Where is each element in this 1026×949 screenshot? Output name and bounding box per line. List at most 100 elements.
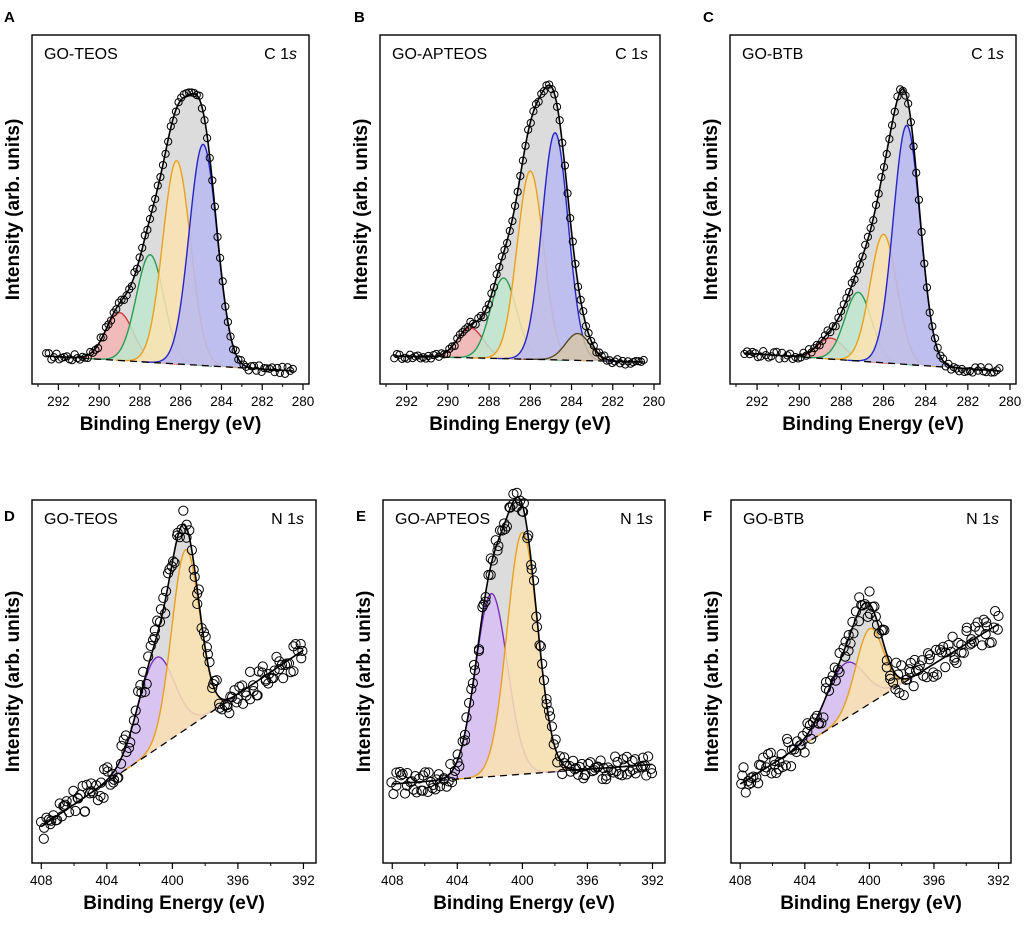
- x-tick-label: 288: [129, 394, 152, 409]
- peak-blue-fill: [847, 125, 966, 369]
- data-point: [610, 751, 621, 762]
- data-point: [953, 637, 964, 649]
- data-point: [207, 682, 218, 693]
- plot-frame: [379, 34, 661, 385]
- data-point: [643, 751, 654, 762]
- data-point: [455, 330, 464, 339]
- data-point: [447, 771, 458, 782]
- x-tick-label: 280: [999, 394, 1022, 409]
- data-point: [102, 766, 113, 777]
- x-axis-label: Binding Energy (eV): [433, 893, 615, 914]
- panel-letter: C: [703, 9, 714, 26]
- data-point: [523, 530, 534, 541]
- envelope-fill: [744, 88, 1000, 371]
- x-tick-label: 292: [395, 394, 418, 409]
- data-point: [736, 778, 747, 789]
- data-point: [149, 631, 160, 643]
- peak-brown-fill: [523, 333, 633, 362]
- data-point: [898, 86, 907, 96]
- data-point: [80, 353, 90, 362]
- data-point: [96, 333, 105, 342]
- x-tick-label: 400: [161, 873, 184, 888]
- data-point: [499, 524, 511, 535]
- x-tick-label: 408: [30, 873, 53, 888]
- data-point: [587, 336, 596, 346]
- data-point: [938, 641, 949, 652]
- data-point: [450, 341, 459, 351]
- data-point: [874, 189, 883, 198]
- data-point: [832, 664, 844, 675]
- data-point: [459, 735, 471, 746]
- data-point: [909, 142, 918, 151]
- panel-c: 292 290 288 286 284 282 280 Binding Energy (eV)…: [701, 9, 1021, 435]
- data-point: [579, 307, 588, 316]
- spectrum-label: C 1s: [615, 46, 648, 63]
- plot-frame: [31, 499, 317, 864]
- data-point: [114, 298, 123, 307]
- data-point: [605, 764, 616, 776]
- data-point: [143, 225, 152, 234]
- data-point: [546, 721, 558, 732]
- x-tick-label: 280: [292, 394, 315, 409]
- data-point: [940, 647, 951, 658]
- data-point: [130, 705, 141, 716]
- data-point: [920, 259, 929, 268]
- data-point: [518, 498, 529, 509]
- data-point: [952, 364, 961, 373]
- data-point: [132, 264, 142, 273]
- data-point: [106, 316, 116, 325]
- data-point: [938, 354, 948, 363]
- data-point: [75, 355, 85, 364]
- panel-d: 408 404 400 396 392 Binding Energy (eV) Intens…: [3, 499, 317, 914]
- data-point: [252, 690, 263, 701]
- data-point: [930, 334, 940, 343]
- data-point: [974, 625, 985, 636]
- data-point: [428, 779, 439, 790]
- data-point: [552, 102, 562, 111]
- data-point: [164, 137, 173, 146]
- data-point: [976, 363, 985, 372]
- data-point: [274, 656, 285, 667]
- data-point: [42, 349, 51, 358]
- data-point: [989, 368, 999, 377]
- data-point: [168, 556, 179, 567]
- data-point: [466, 317, 475, 326]
- data-point: [297, 645, 308, 657]
- data-point: [828, 322, 838, 331]
- data-point: [896, 660, 907, 671]
- data-point: [160, 608, 171, 619]
- peak-orange-fill: [123, 549, 248, 772]
- data-point: [224, 708, 235, 719]
- data-point: [484, 300, 493, 309]
- data-point: [477, 602, 488, 613]
- data-point: [986, 637, 997, 648]
- data-point: [864, 586, 875, 597]
- data-point: [139, 686, 150, 698]
- sample-name: GO-APTEOS: [395, 511, 490, 528]
- x-tick-label: 290: [437, 394, 460, 409]
- data-point: [569, 764, 581, 775]
- data-point: [641, 770, 652, 781]
- data-point: [485, 553, 496, 564]
- data-point: [510, 201, 520, 210]
- data-point: [151, 194, 160, 204]
- data-point: [940, 662, 951, 673]
- data-point: [234, 681, 245, 692]
- data-point: [490, 535, 501, 546]
- data-point: [158, 160, 168, 170]
- data-point: [214, 698, 225, 709]
- x-tick-label: 392: [292, 873, 315, 888]
- x-tick-label: 290: [788, 394, 811, 409]
- data-point: [203, 133, 212, 143]
- data-point: [531, 99, 541, 109]
- data-point: [174, 98, 183, 107]
- data-point: [420, 767, 431, 778]
- data-point: [924, 650, 936, 661]
- data-point: [466, 683, 477, 695]
- x-tick-label: 396: [576, 873, 599, 888]
- data-point: [890, 107, 899, 116]
- data-point: [922, 283, 932, 292]
- data-point: [858, 252, 867, 261]
- data-point: [857, 600, 868, 611]
- data-point: [95, 777, 107, 788]
